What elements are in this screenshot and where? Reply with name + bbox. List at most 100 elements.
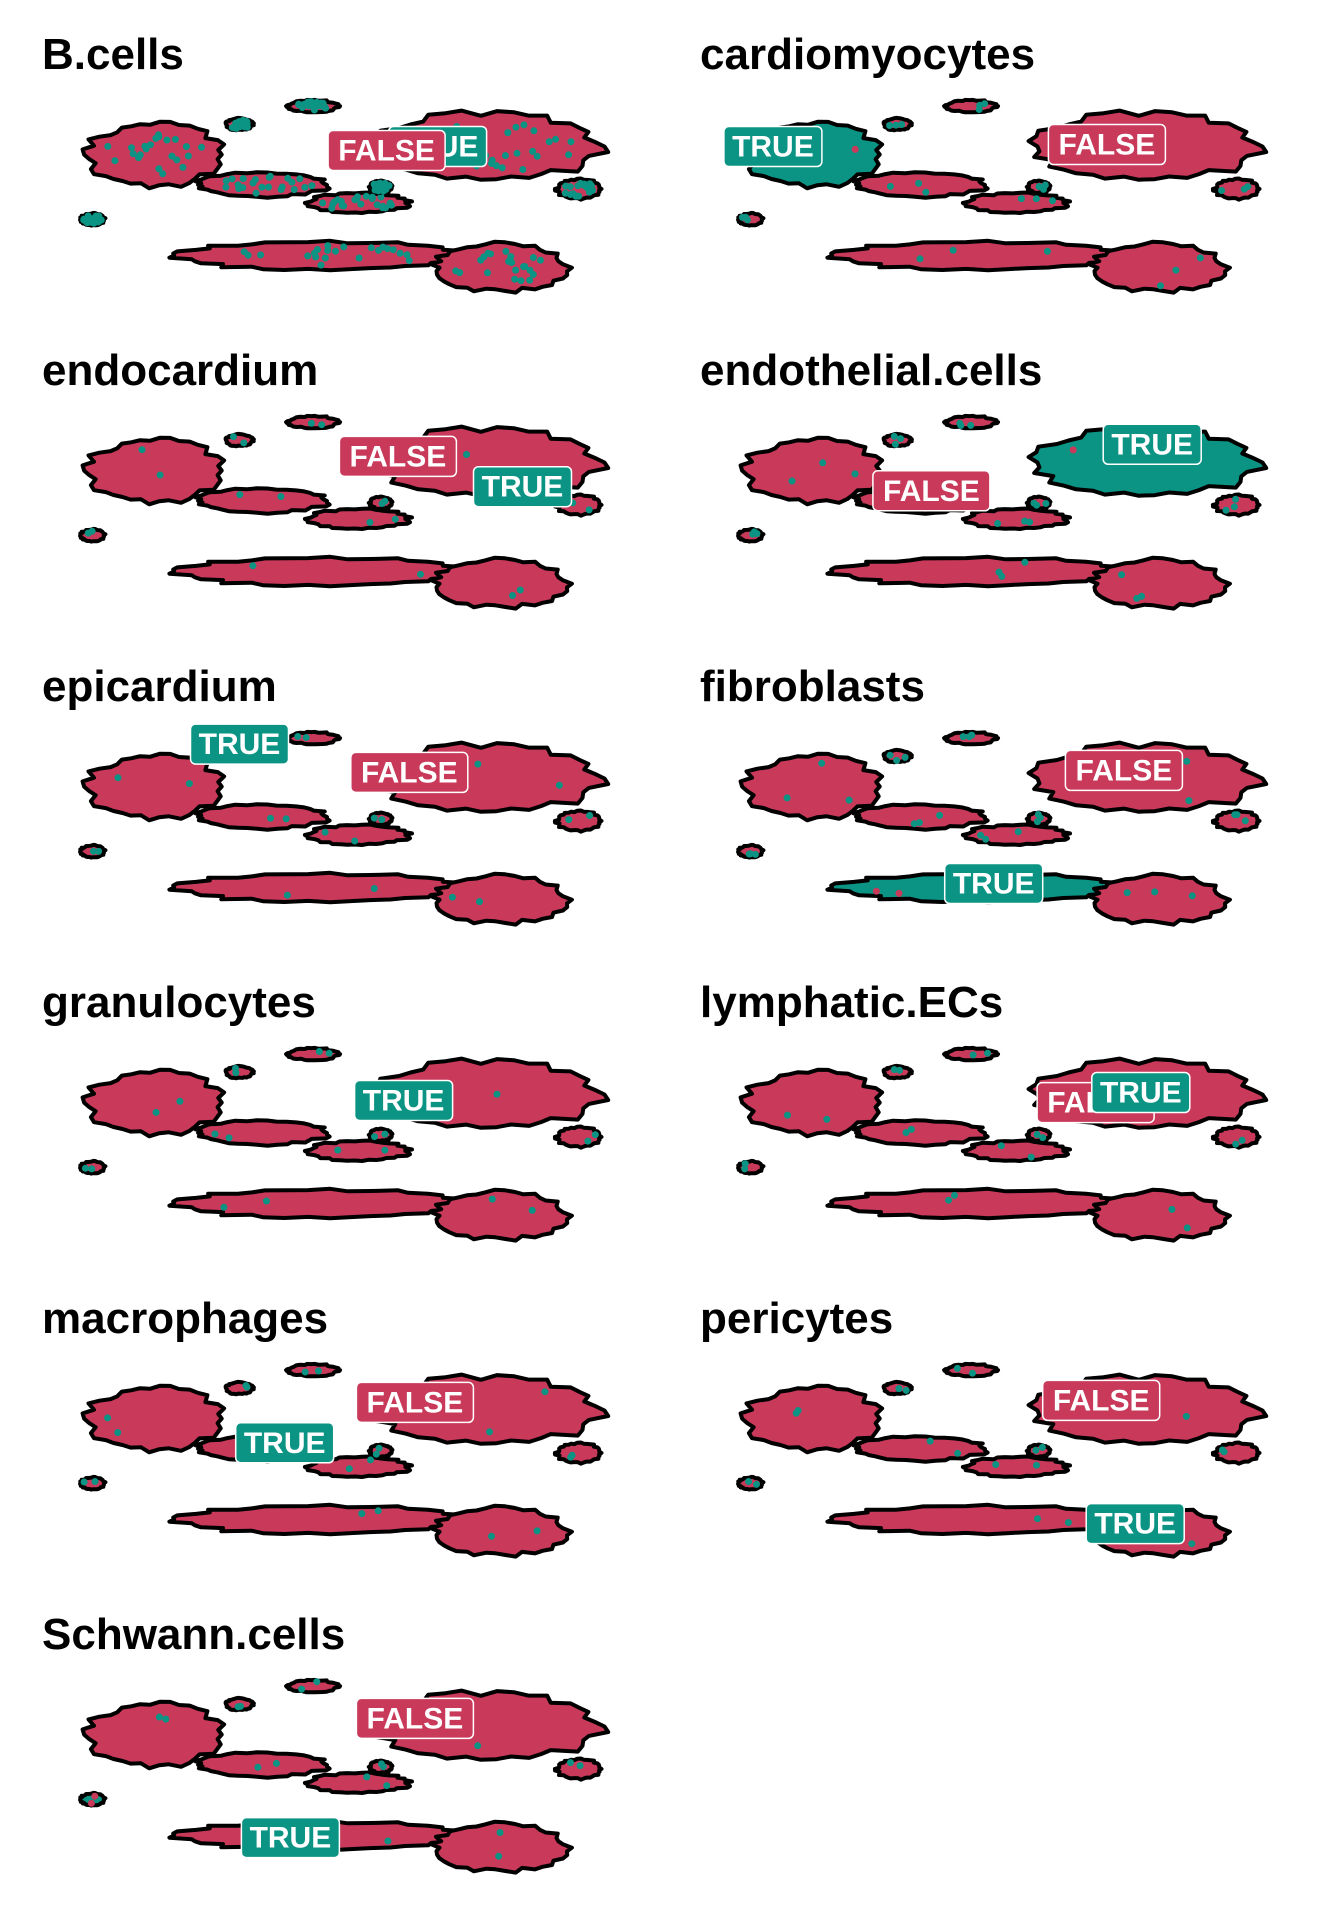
cell-point (304, 252, 312, 260)
cell-point (88, 1165, 96, 1173)
island-bottom-right (1086, 555, 1232, 611)
cell-point (1040, 185, 1047, 193)
cell-point (334, 1146, 342, 1154)
island-left-sub (302, 1138, 414, 1163)
island-bottom-long (167, 1186, 470, 1221)
cell-point (329, 200, 337, 208)
cell-point (537, 256, 544, 264)
cell-point (1042, 500, 1050, 507)
cell-point (896, 1066, 903, 1074)
cell-point (528, 1206, 536, 1214)
cell-point (1168, 1205, 1176, 1213)
cell-point (520, 121, 528, 129)
cell-point (312, 100, 320, 108)
cell-point (474, 1742, 482, 1750)
cell-point (307, 419, 315, 427)
group-label-false: FALSE (1047, 123, 1167, 166)
cell-point (968, 731, 976, 739)
cell-point (1118, 571, 1126, 579)
cell-point (529, 147, 537, 155)
cell-point (967, 421, 975, 429)
cell-point (234, 1703, 242, 1711)
cell-point (162, 1715, 170, 1723)
cell-point (321, 828, 329, 836)
cell-point (319, 99, 327, 107)
cell-point (242, 1382, 250, 1390)
cell-point (129, 150, 137, 158)
cell-point (234, 119, 242, 127)
cell-point (325, 1049, 333, 1057)
cell-point (1232, 1140, 1240, 1148)
island-left-big (80, 435, 227, 507)
cell-point (254, 1763, 262, 1771)
cell-point (367, 244, 375, 252)
cell-point (111, 157, 119, 165)
cell-point (375, 1444, 383, 1452)
cell-point (526, 276, 534, 284)
cell-point (312, 253, 320, 261)
island-left-tail (193, 1750, 332, 1780)
cell-point (182, 143, 190, 151)
island-left-sub (960, 1138, 1072, 1163)
island-left-tail (193, 802, 332, 832)
island-left-big (80, 1067, 227, 1139)
cell-point (745, 850, 753, 858)
cell-point (792, 1409, 800, 1417)
cell-point (159, 170, 167, 178)
cell-point (298, 1685, 306, 1693)
cell-point (155, 165, 163, 173)
cell-point (526, 266, 534, 274)
cell-point (370, 814, 378, 822)
island-left-tail (851, 1434, 990, 1464)
facet-title: granulocytes (42, 978, 316, 1027)
cell-point (296, 175, 304, 183)
cell-point (591, 1131, 599, 1139)
group-label-false: FALSE (350, 751, 469, 794)
cell-point (576, 1762, 584, 1770)
cell-point (997, 1142, 1005, 1150)
cell-point (91, 1478, 99, 1485)
cell-point (370, 885, 378, 892)
cell-point (910, 820, 918, 828)
facet-title: pericytes (700, 1294, 894, 1343)
cell-point (995, 568, 1003, 576)
cell-point (185, 780, 193, 788)
cell-point (315, 1367, 322, 1375)
cell-point (496, 1829, 504, 1836)
cell-point (128, 144, 135, 152)
cell-point (488, 156, 496, 164)
cell-point (580, 180, 588, 188)
cell-point (851, 470, 859, 478)
cell-point (95, 847, 103, 855)
cell-point (351, 837, 359, 845)
cell-point (375, 182, 383, 189)
embedding-plot: FALSE TRUE (78, 413, 611, 611)
cell-point (567, 138, 575, 146)
cell-point (463, 451, 470, 458)
cell-point (448, 893, 456, 901)
cell-point (381, 1146, 389, 1154)
facet-title: lymphatic.ECs (700, 978, 1004, 1027)
island-left-big (738, 435, 885, 507)
facet-panel: epicardium TRUE FALSE (0, 632, 656, 947)
cell-point (915, 179, 923, 187)
cell-point (372, 1450, 380, 1458)
cell-point (114, 1429, 122, 1436)
cell-point (936, 811, 944, 819)
label-text: TRUE (732, 131, 814, 164)
cell-point (1021, 558, 1029, 566)
facet-title: epicardium (42, 662, 277, 711)
cell-point (1238, 1136, 1246, 1144)
cell-point (1017, 195, 1025, 203)
label-text: TRUE (1094, 1508, 1176, 1541)
cell-point (1064, 1519, 1072, 1526)
cell-point (87, 1799, 95, 1807)
label-text: FALSE (1076, 754, 1173, 787)
island-right-tail (1210, 1440, 1262, 1466)
cell-point (495, 1852, 503, 1860)
label-box (1085, 1502, 1185, 1545)
group-label-false: FALSE (355, 1381, 475, 1424)
